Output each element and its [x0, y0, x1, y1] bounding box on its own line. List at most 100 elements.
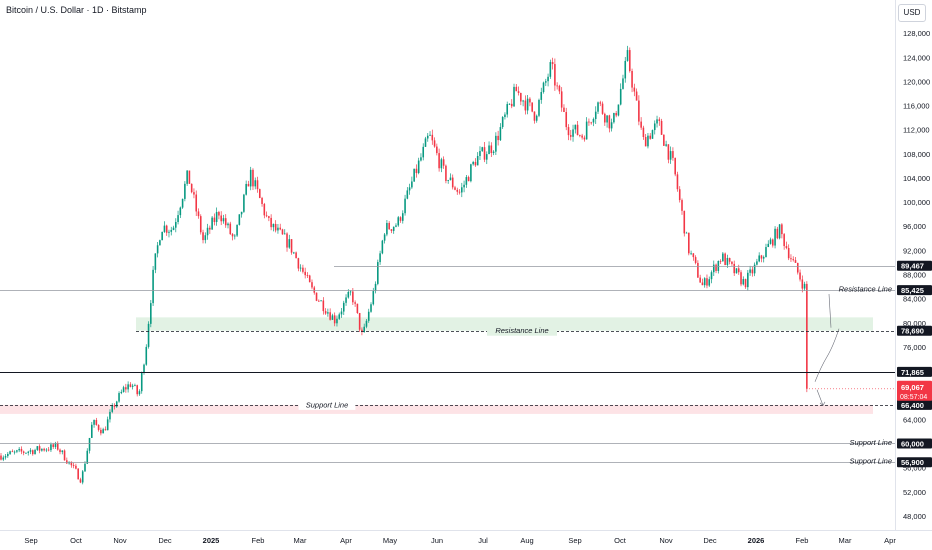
candle-down	[638, 100, 640, 122]
candle-down	[531, 102, 533, 112]
levels-layer: Resistance Line Resistance Line Support Li…	[0, 266, 895, 466]
time-tick-label: Oct	[614, 536, 627, 545]
candle-up	[413, 168, 415, 182]
level-price-tag-text: 89,467	[901, 262, 924, 271]
candle-up	[93, 420, 95, 425]
candle-up	[4, 456, 7, 458]
candle-up	[27, 451, 30, 453]
candle-up	[84, 463, 86, 472]
price-tick-label: 76,000	[903, 343, 926, 352]
candle-up	[488, 145, 490, 155]
currency-button[interactable]: USD	[898, 4, 926, 22]
candle-down	[787, 247, 790, 259]
candle-up	[535, 115, 538, 121]
current-price-tag	[897, 380, 932, 401]
annotation-support-line: Support Line	[306, 400, 349, 409]
candle-down	[263, 203, 266, 216]
time-axis[interactable]: Sep Oct Nov Dec 2025 Feb Mar Apr May Jun Jul Aug Sep…	[24, 536, 896, 545]
candle-up	[211, 217, 213, 230]
candle-down	[658, 119, 661, 121]
level-price-tag-text: 71,865	[901, 368, 924, 377]
candle-up	[778, 224, 781, 239]
candle-down	[302, 267, 304, 272]
candle-up	[111, 405, 114, 412]
candle-down	[290, 239, 293, 253]
candle-up	[506, 104, 509, 115]
candle-down	[52, 444, 55, 447]
candle-up	[722, 253, 724, 262]
time-tick-label: Jun	[431, 536, 443, 545]
candle-up	[184, 183, 186, 199]
candle-down	[483, 147, 486, 160]
candle-up	[41, 448, 43, 451]
candle-down	[209, 227, 211, 230]
candle-up	[181, 198, 184, 208]
candle-down	[129, 384, 132, 387]
candle-down	[615, 113, 617, 116]
candle-down	[315, 292, 318, 301]
candle-up	[2, 457, 5, 460]
candle-up	[651, 130, 654, 139]
candle-up	[81, 471, 84, 483]
candle-down	[165, 225, 168, 233]
candle-up	[272, 223, 275, 228]
candle-up	[597, 102, 599, 112]
candle-up	[363, 326, 365, 333]
candle-down	[308, 275, 311, 283]
candle-up	[172, 227, 175, 230]
candle-up	[381, 240, 384, 254]
candle-up	[479, 151, 481, 157]
candle-up	[499, 127, 502, 141]
candle-down	[628, 50, 631, 71]
candle-up	[392, 226, 395, 231]
candle-down	[229, 223, 232, 235]
candle-up	[109, 411, 111, 420]
candle-down	[304, 271, 306, 276]
candle-down	[0, 455, 2, 460]
time-tick-label: May	[383, 536, 397, 545]
candle-down	[719, 261, 722, 262]
candle-down	[59, 449, 61, 453]
price-tick-label: 112,000	[903, 126, 930, 135]
projection-path-down	[816, 389, 824, 406]
candle-up	[735, 268, 738, 274]
candle-down	[520, 92, 522, 102]
candle-down	[324, 311, 327, 314]
price-tick-label: 48,000	[903, 512, 926, 521]
candle-down	[783, 234, 785, 247]
candle-up	[386, 222, 388, 235]
candle-down	[806, 283, 808, 389]
candle-down	[601, 103, 604, 114]
candle-up	[472, 162, 474, 165]
candle-down	[796, 262, 799, 273]
price-axis[interactable]: 48,00052,00056,00060,00064,00068,00072,0…	[903, 29, 930, 521]
projection-path-up-continue	[828, 294, 832, 328]
candle-up	[397, 217, 400, 226]
candle-down	[728, 257, 731, 262]
candle-down	[733, 263, 736, 274]
price-tick-label: 108,000	[903, 150, 930, 159]
candle-up	[747, 272, 749, 288]
level-price-tag	[897, 366, 932, 377]
candle-up	[18, 448, 20, 451]
candle-up	[717, 261, 720, 271]
candle-up	[465, 177, 468, 185]
price-tick-label: 56,000	[903, 464, 926, 473]
candle-up	[617, 104, 620, 116]
price-tick-label: 88,000	[903, 271, 926, 280]
candle-down	[318, 300, 320, 302]
annotation-bg	[487, 325, 557, 336]
candle-up	[127, 384, 129, 390]
candle-up	[106, 419, 109, 431]
candle-down	[801, 279, 804, 289]
candle-up	[803, 283, 806, 289]
candle-up	[288, 239, 291, 248]
candle-up	[594, 111, 597, 120]
candle-up	[622, 78, 624, 89]
candle-down	[715, 264, 717, 271]
candle-down	[224, 218, 227, 226]
candle-up	[690, 253, 692, 255]
candle-down	[794, 260, 797, 263]
candle-down	[510, 103, 513, 107]
